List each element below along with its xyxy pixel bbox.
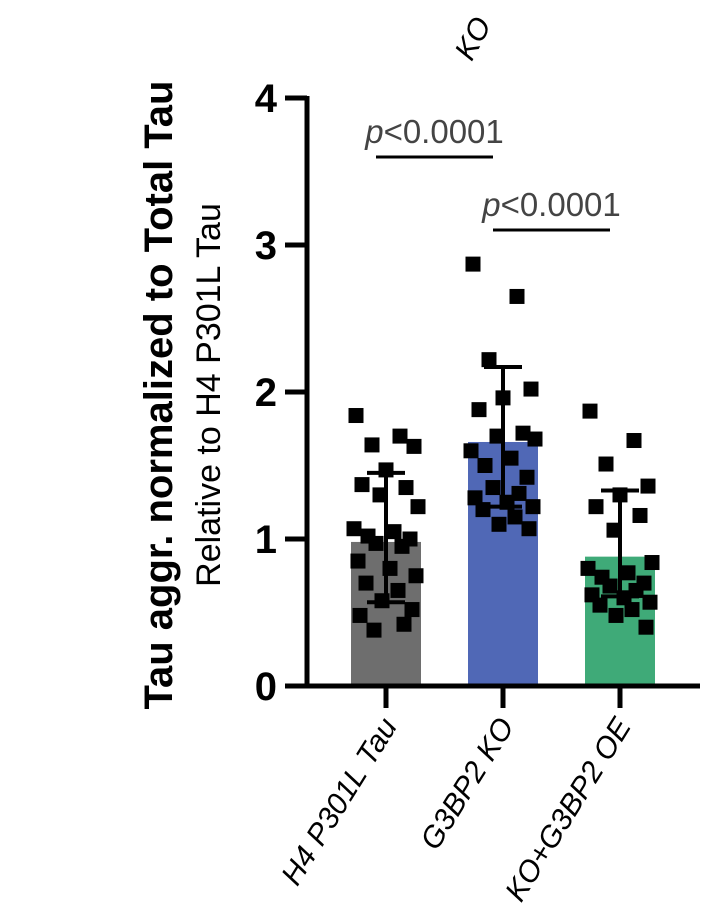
- data-point: [598, 456, 614, 472]
- data-point: [350, 553, 366, 569]
- data-point: [642, 594, 658, 610]
- data-point: [394, 538, 410, 554]
- y-tick-label-2: 2: [255, 371, 277, 415]
- y-tick-label-4: 4: [255, 77, 278, 121]
- data-point: [521, 521, 537, 537]
- data-point: [352, 607, 368, 623]
- data-point: [366, 622, 382, 638]
- p-threshold: <0.0001: [501, 186, 621, 223]
- data-point: [392, 428, 408, 444]
- data-point: [620, 565, 636, 581]
- data-point: [511, 485, 527, 501]
- y-tick-label-3: 3: [255, 224, 277, 268]
- data-point: [592, 597, 608, 613]
- data-point: [499, 494, 515, 510]
- data-point: [354, 477, 370, 493]
- data-point: [477, 458, 493, 473]
- data-point: [382, 560, 398, 576]
- data-point: [582, 403, 598, 419]
- data-point: [638, 619, 654, 635]
- data-point: [481, 352, 497, 368]
- data-point: [358, 575, 374, 591]
- x-category-label-2: G3BP2 KO: [414, 712, 521, 855]
- data-point: [368, 535, 384, 551]
- data-point: [463, 443, 479, 459]
- data-point: [527, 431, 543, 447]
- data-point: [515, 425, 531, 441]
- y-tick-labels: 0 1 2 3 4: [255, 77, 278, 709]
- p-symbol: p: [481, 186, 500, 223]
- axes-layer: [285, 95, 700, 708]
- data-point: [465, 256, 481, 272]
- data-point: [374, 593, 390, 609]
- data-point: [410, 499, 426, 515]
- p-value-label-2: p<0.0001: [481, 186, 621, 223]
- data-point: [386, 524, 402, 540]
- data-point: [624, 602, 640, 618]
- data-point: [644, 555, 660, 571]
- data-point: [406, 438, 422, 454]
- x-category-label-1: H4 P301L Tau: [275, 712, 404, 891]
- data-point: [467, 490, 483, 506]
- data-point: [616, 590, 632, 606]
- data-point: [525, 499, 541, 515]
- data-point: [398, 480, 414, 496]
- p-value-label-1: p<0.0001: [364, 113, 504, 150]
- data-point: [626, 433, 642, 449]
- data-point: [346, 521, 362, 537]
- data-point: [632, 507, 648, 523]
- data-point: [580, 560, 596, 576]
- data-point: [523, 381, 539, 397]
- data-point: [404, 602, 420, 618]
- x-category-label-3: KO+G3BP2 OE: [499, 711, 638, 907]
- data-point: [471, 402, 487, 418]
- data-point: [372, 487, 388, 503]
- data-point: [628, 582, 644, 598]
- data-point: [390, 582, 406, 598]
- y-axis-title: Tau aggr. normalized to Total Tau: [137, 81, 181, 710]
- data-point: [378, 462, 394, 478]
- p-symbol: p: [364, 113, 383, 150]
- data-point: [348, 408, 364, 424]
- data-point: [507, 509, 523, 525]
- data-point: [495, 390, 511, 406]
- cropped-top-label: KO: [449, 12, 498, 66]
- data-point: [612, 487, 628, 503]
- p-threshold: <0.0001: [384, 113, 504, 150]
- data-point: [503, 450, 519, 466]
- data-point: [364, 437, 380, 453]
- data-points-layer: [346, 256, 660, 638]
- y-tick-label-0: 0: [255, 665, 277, 709]
- data-point: [588, 499, 604, 515]
- data-point: [606, 522, 622, 538]
- data-point: [602, 578, 618, 594]
- data-point: [408, 568, 424, 584]
- y-tick-label-1: 1: [255, 518, 277, 562]
- y-axis-subtitle: Relative to H4 P301L Tau: [190, 203, 228, 587]
- data-point: [491, 516, 507, 532]
- data-point: [485, 480, 501, 496]
- data-point: [489, 428, 505, 444]
- data-point: [640, 478, 656, 494]
- data-point: [475, 502, 491, 518]
- data-point: [396, 616, 412, 632]
- data-point: [519, 469, 535, 485]
- data-point: [608, 607, 624, 623]
- data-point: [509, 288, 525, 304]
